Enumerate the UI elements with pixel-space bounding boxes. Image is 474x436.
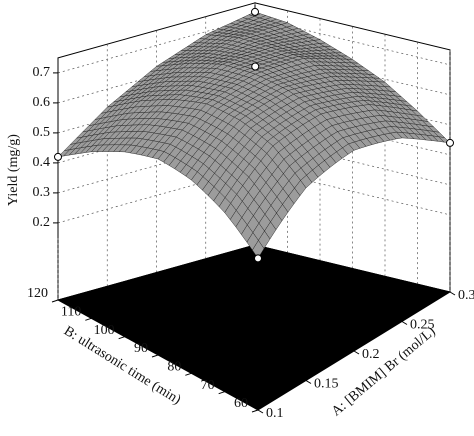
y-tick-label: 100 [94,323,115,338]
y-tick [118,336,125,340]
z-axis-title: Yield (mg/g) [6,134,21,206]
x-tick-label: 0.2 [362,347,380,362]
y-tick [218,391,225,395]
y-tick-label: 90 [134,341,148,356]
design-point [446,138,454,147]
y-tick-label: 110 [61,305,81,320]
z-tick-label: 0.5 [33,125,51,140]
y-tick-label: 80 [167,360,181,375]
y-tick [251,409,259,413]
y-tick-label: 60 [234,396,248,411]
z-tick-label: 0.4 [33,155,51,170]
x-tick [401,321,408,325]
x-tick [449,291,456,296]
y-tick [151,354,159,358]
y-tick-label: 70 [201,378,215,393]
z-tick-label: 0.7 [33,65,51,80]
surface-cell [252,239,265,259]
y-tick [185,372,192,376]
design-point [251,62,260,71]
z-tick-label: 0.2 [33,215,51,230]
x-tick-label: 0.3 [458,288,474,303]
y-tick [51,299,59,303]
design-point [254,254,262,263]
x-tick-label: 0.1 [266,406,284,421]
x-tick [257,409,264,414]
y-tick [85,317,92,321]
z-tick-label: 0.3 [33,185,51,200]
design-point [54,152,62,161]
x-tick-label: 0.25 [410,318,435,333]
x-tick [305,380,312,384]
y-tick-label: 120 [27,286,48,301]
x-tick-label: 0.15 [314,377,339,392]
design-point [251,7,259,16]
surface [57,11,451,259]
overlay [54,7,454,263]
z-tick-label: 0.6 [33,95,51,110]
x-tick [353,350,360,355]
